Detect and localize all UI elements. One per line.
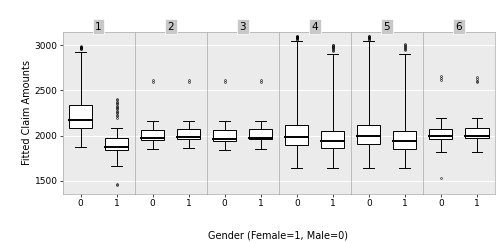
Bar — [430, 129, 452, 139]
Bar — [213, 130, 236, 141]
Bar — [249, 129, 272, 139]
Bar — [358, 125, 380, 144]
Title: 5: 5 — [384, 22, 390, 32]
Title: 2: 2 — [168, 22, 174, 32]
Text: Gender (Female=1, Male=0): Gender (Female=1, Male=0) — [208, 231, 348, 241]
Bar — [105, 138, 128, 150]
Title: 6: 6 — [456, 22, 462, 32]
Title: 4: 4 — [312, 22, 318, 32]
Title: 3: 3 — [240, 22, 246, 32]
Y-axis label: Fitted Claim Amounts: Fitted Claim Amounts — [22, 61, 32, 165]
Title: 1: 1 — [95, 22, 102, 32]
Bar — [322, 131, 344, 148]
Bar — [285, 125, 308, 145]
Bar — [394, 131, 416, 149]
Bar — [141, 130, 164, 140]
Bar — [177, 129, 200, 139]
Bar — [466, 128, 488, 138]
Bar — [69, 105, 92, 128]
